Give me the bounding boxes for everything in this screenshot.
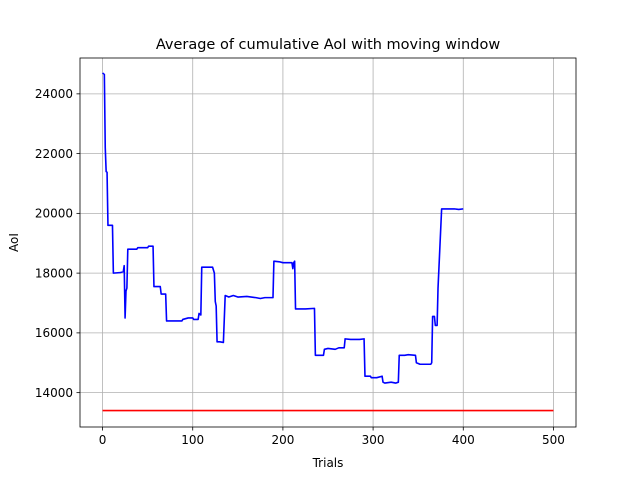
plot-frame <box>79 57 577 428</box>
x-tick-label: 0 <box>99 433 107 447</box>
x-tick-label: 500 <box>542 433 565 447</box>
y-tick-label: 20000 <box>35 207 73 221</box>
series-line-1 <box>102 72 464 384</box>
chart-title: Average of cumulative AoI with moving wi… <box>156 37 501 53</box>
y-tick-label: 18000 <box>35 266 73 280</box>
y-tick-label: 24000 <box>35 87 73 101</box>
grid-lines <box>80 58 576 427</box>
x-tick-label: 200 <box>271 433 294 447</box>
y-tick-label: 22000 <box>35 147 73 161</box>
x-tick-label: 400 <box>452 433 475 447</box>
x-axis-label: Trials <box>312 456 344 470</box>
x-tick-label: 100 <box>181 433 204 447</box>
y-axis-label: AoI <box>7 233 21 252</box>
plot-series <box>102 72 554 412</box>
y-tick-label: 14000 <box>35 386 73 400</box>
axis-ticks: 0 100 200 300 400 500 14000 16000 18000 20000 2200… <box>35 87 565 447</box>
x-tick-label: 300 <box>362 433 385 447</box>
y-tick-label: 16000 <box>35 326 73 340</box>
